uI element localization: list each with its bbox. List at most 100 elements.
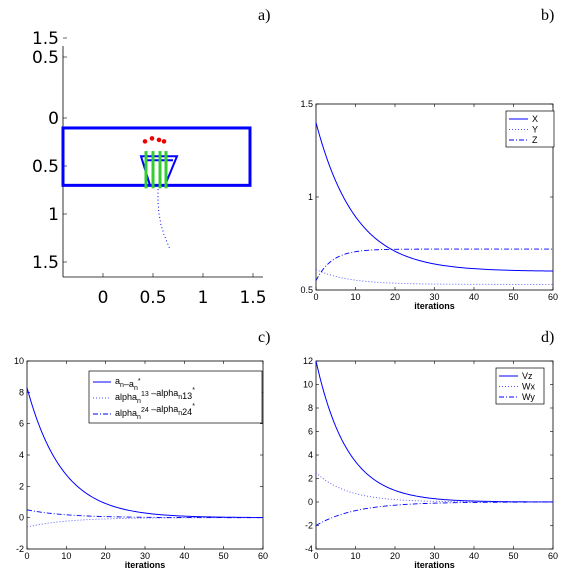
x-tick-label: 60 — [548, 551, 558, 561]
y-tick-label: -2 — [16, 544, 24, 554]
y-tick-label: 8 — [308, 403, 313, 413]
legend-entry-3: Z — [532, 135, 538, 145]
panel-a-plot: 0 0.5 1 1.51.50.500.511.5 — [32, 29, 267, 308]
panel-label-c: c) — [258, 329, 270, 346]
legend-entry-1: an–an* — [115, 376, 141, 392]
y-tick-label: 0.5 — [300, 285, 313, 295]
x-axis-label: iterations — [125, 560, 166, 570]
x-tick-label: 20 — [390, 292, 400, 302]
series-line-2 — [315, 269, 553, 285]
legend-text-part: a — [115, 376, 120, 386]
x-tick-label: 10 — [350, 292, 360, 302]
series-line-3 — [26, 509, 263, 519]
legend-text-part: n — [178, 394, 182, 401]
y-tick-label: 10 — [303, 380, 313, 390]
x-tick-label: 1.5 — [239, 288, 266, 308]
y-tick-label: 4 — [308, 450, 313, 460]
legend-entry-3: alphan24 –alphan24* — [115, 403, 195, 421]
legend-text-part: alpha — [115, 392, 137, 402]
series-line-1 — [315, 122, 554, 272]
legend-text-part: n — [120, 382, 124, 389]
y-tick-label: 2 — [308, 474, 313, 484]
series-line-2 — [315, 472, 553, 503]
x-tick-label: 30 — [140, 551, 150, 561]
legend-text-part: * — [192, 387, 195, 394]
legend-box — [88, 370, 263, 424]
legend-entry-2: Wx — [522, 382, 535, 392]
y-tick-label: 0 — [19, 513, 24, 523]
series-line-3 — [315, 501, 553, 526]
legend-text-part: –alpha — [149, 404, 179, 414]
legend-box — [495, 367, 545, 405]
x-tick-label: 40 — [469, 292, 479, 302]
y-tick-label: 1 — [48, 205, 59, 225]
y-tick-label: 6 — [308, 427, 313, 437]
legend-text-part: 24 — [141, 407, 149, 414]
y-tick-label: 8 — [19, 387, 24, 397]
x-tick-label: 40 — [179, 551, 189, 561]
legend-box — [505, 110, 555, 148]
x-tick-label: 1 — [198, 288, 209, 308]
legend-entry-2: Y — [532, 125, 538, 135]
panel-c-plot: 0 10 20 30 40 50 60-20246810iterationsan–an*al… — [14, 356, 268, 570]
y-tick-label: 1.5 — [32, 253, 59, 273]
legend-text-part: * — [192, 403, 195, 410]
panel-label-d: d) — [541, 329, 554, 346]
legend-entry-1: X — [532, 114, 538, 124]
y-tick-label: 2 — [19, 481, 24, 491]
legend-text-part: * — [138, 378, 141, 385]
y-tick-label: 4 — [19, 450, 24, 460]
red-point-4 — [161, 139, 167, 144]
y-tick-label: 0.5 — [32, 48, 59, 68]
red-point-3 — [156, 137, 162, 143]
legend-text-part: –alpha — [149, 388, 179, 398]
y-tick-label: 0.5 — [32, 157, 59, 177]
y-tick-label: 12 — [303, 356, 313, 366]
x-tick-label: 40 — [469, 551, 479, 561]
x-tick-label: 0 — [98, 288, 109, 308]
x-axis-label: iterations — [414, 301, 455, 311]
legend-entry-2: alphan13 –alphan13* — [115, 387, 195, 405]
x-tick-label: 20 — [390, 551, 400, 561]
x-tick-label: 50 — [508, 551, 518, 561]
x-tick-label: 50 — [219, 551, 229, 561]
x-axis-label: iterations — [414, 560, 455, 570]
panel-label-a: a) — [258, 7, 270, 24]
red-point-2 — [149, 136, 155, 141]
x-tick-label: 0.5 — [139, 288, 166, 308]
x-tick-label: 30 — [429, 292, 439, 302]
series-line-2 — [26, 517, 263, 528]
y-tick-label: 1 — [308, 192, 313, 202]
legend-text-part: n — [178, 410, 182, 417]
x-tick-label: 0 — [313, 551, 318, 561]
legend-text-part: n — [134, 385, 138, 392]
y-tick-label: 0 — [308, 497, 313, 507]
legend-text-part: n — [137, 414, 141, 421]
panel-d-plot: 0 10 20 30 40 50 60 -4 -2 0 2 4 6 8 10 12 iterations VzWx… — [303, 356, 558, 570]
legend-entry-1: Vz — [522, 371, 533, 381]
x-tick-label: 20 — [101, 551, 111, 561]
y-tick-label: 6 — [19, 419, 24, 429]
y-tick-label: 10 — [14, 356, 24, 366]
red-point-1 — [142, 139, 148, 144]
y-tick-label: -4 — [305, 544, 313, 554]
legend-text-part: –a — [124, 379, 134, 389]
x-tick-label: 0 — [24, 551, 29, 561]
y-tick-label: 0 — [48, 109, 59, 129]
legend-text-part: n — [137, 398, 141, 405]
x-tick-label: 50 — [508, 292, 518, 302]
x-tick-label: 60 — [548, 292, 558, 302]
panel-label-b: b) — [541, 7, 554, 24]
panel-b-plot: 0 10 20 30 40 50 60 0.5 1 1.5 iterations XYZ — [300, 99, 558, 311]
legend-entry-3: Wy — [522, 392, 535, 402]
x-tick-label: 60 — [258, 551, 268, 561]
x-tick-label: 10 — [350, 551, 360, 561]
legend-text-part: 24 — [182, 407, 192, 417]
trajectory-path — [157, 189, 171, 250]
y-tick-label: -2 — [305, 521, 313, 531]
x-tick-label: 0 — [313, 292, 318, 302]
legend-text-part: 13 — [182, 391, 192, 401]
legend-text-part: alpha — [115, 408, 137, 418]
legend-text-part: 13 — [141, 391, 149, 398]
